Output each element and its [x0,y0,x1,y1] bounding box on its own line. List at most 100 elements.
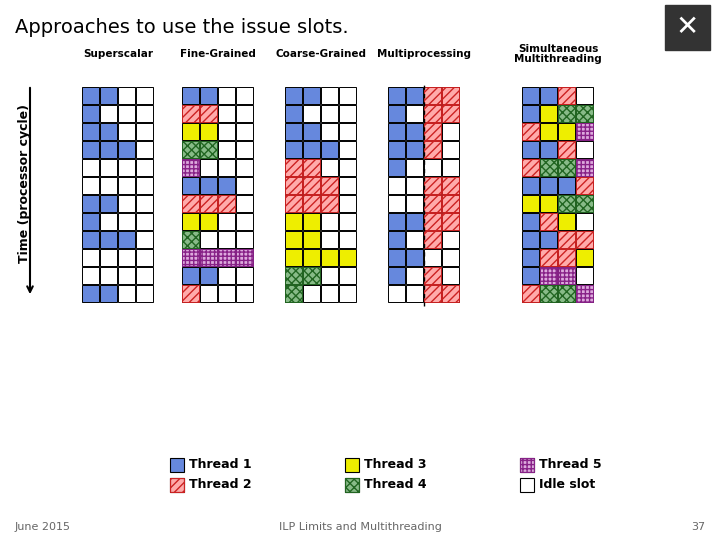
Bar [82,141,99,158]
Bar [118,231,135,248]
Bar [576,123,593,140]
Bar [182,195,199,212]
Bar [558,285,575,302]
Bar [345,478,359,492]
Bar [218,231,235,248]
Bar [236,231,253,248]
Text: Thread 2: Thread 2 [189,478,251,491]
Bar [442,87,459,104]
Bar [136,159,153,176]
Bar [339,105,356,122]
Bar [558,105,575,122]
Bar [406,177,423,194]
Text: Thread 3: Thread 3 [364,458,426,471]
Bar [424,231,441,248]
Bar [118,141,135,158]
Bar [100,195,117,212]
Bar [182,87,199,104]
Bar [82,87,99,104]
Bar [170,478,184,492]
Bar [540,159,557,176]
Text: Simultaneous: Simultaneous [518,44,598,54]
Bar [339,249,356,266]
Bar [558,267,575,284]
Bar [576,177,593,194]
Bar [424,195,441,212]
Bar [236,285,253,302]
Bar [82,231,99,248]
Bar [540,123,557,140]
Bar [285,159,302,176]
Bar [200,105,217,122]
Bar [558,249,575,266]
Bar [522,213,539,230]
Bar [100,231,117,248]
Bar [136,141,153,158]
Bar [558,123,575,140]
Text: Thread 5: Thread 5 [539,458,602,471]
Bar [100,285,117,302]
Bar [522,285,539,302]
Bar [406,87,423,104]
Text: Idle slot: Idle slot [539,478,595,491]
Bar [182,177,199,194]
Bar [558,177,575,194]
Bar [576,285,593,302]
Bar [236,213,253,230]
Bar [345,458,359,472]
Bar [200,123,217,140]
Bar [665,5,710,50]
Bar [442,249,459,266]
Bar [406,105,423,122]
Bar [182,105,199,122]
Bar [136,177,153,194]
Bar [303,159,320,176]
Bar [558,213,575,230]
Bar [285,285,302,302]
Bar [406,285,423,302]
Bar [285,123,302,140]
Bar [424,249,441,266]
Bar [82,123,99,140]
Bar [522,285,539,302]
Bar [339,231,356,248]
Text: 37: 37 [691,522,705,532]
Bar [100,87,117,104]
Bar [339,285,356,302]
Bar [100,267,117,284]
Bar [576,267,593,284]
Bar [182,285,199,302]
Bar [218,195,235,212]
Bar [236,249,253,266]
Bar [182,159,199,176]
Bar [576,285,593,302]
Bar [540,159,557,176]
Bar [285,105,302,122]
Bar [424,177,441,194]
Bar [218,285,235,302]
Bar [100,105,117,122]
Bar [170,478,184,492]
Bar [540,213,557,230]
Bar [339,123,356,140]
Bar [136,249,153,266]
Bar [236,159,253,176]
Bar [424,213,441,230]
Bar [558,105,575,122]
Bar [118,87,135,104]
Bar [236,249,253,266]
Bar [576,231,593,248]
Bar [321,159,338,176]
Bar [136,123,153,140]
Bar [442,177,459,194]
Bar [424,87,441,104]
Bar [218,195,235,212]
Bar [558,195,575,212]
Bar [540,285,557,302]
Bar [424,123,441,140]
Bar [558,141,575,158]
Bar [118,195,135,212]
Bar [540,87,557,104]
Bar [285,87,302,104]
Bar [424,285,441,302]
